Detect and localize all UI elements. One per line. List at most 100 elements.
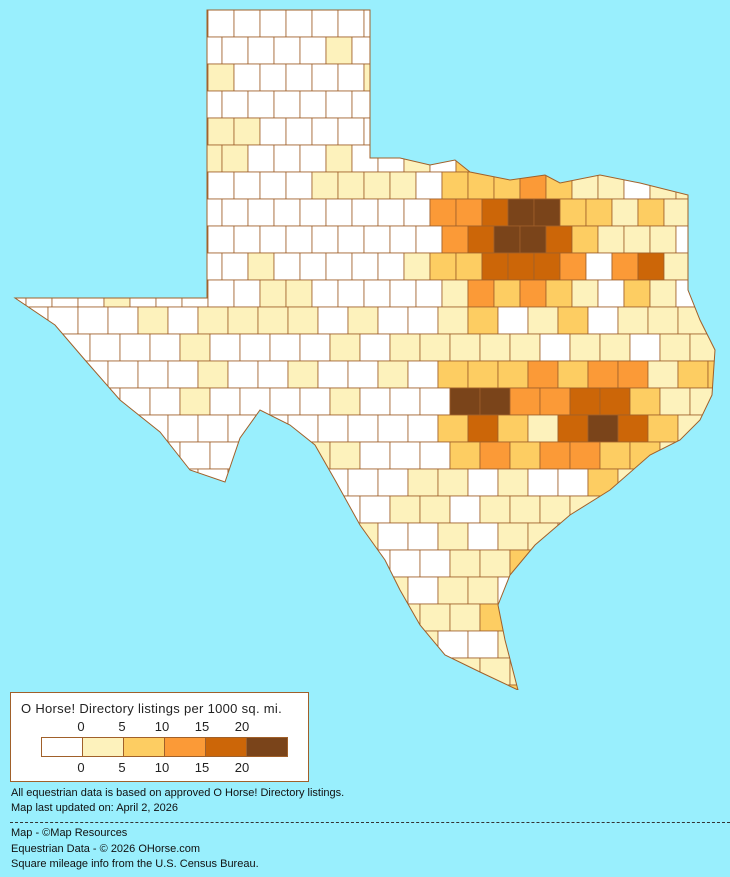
county: [195, 198, 223, 227]
county: [509, 603, 541, 632]
county: [257, 630, 289, 659]
county: [51, 10, 79, 38]
county: [77, 360, 109, 389]
county: [363, 63, 391, 92]
county: [467, 225, 495, 254]
county: [329, 387, 361, 416]
tick: 5: [118, 719, 126, 734]
county: [197, 576, 229, 605]
county: [479, 333, 511, 362]
county: [599, 549, 631, 578]
county: [259, 117, 287, 146]
county: [233, 117, 261, 146]
map-credit: Map - ©Map Resources: [11, 827, 128, 839]
county: [137, 630, 169, 659]
county: [493, 225, 521, 254]
county: [545, 117, 573, 146]
county: [59, 495, 91, 524]
county: [415, 171, 443, 200]
county: [377, 468, 409, 497]
county: [569, 603, 601, 632]
county: [181, 63, 209, 92]
county: [677, 360, 709, 389]
county: [59, 603, 91, 632]
county: [269, 441, 301, 470]
county: [221, 90, 249, 119]
county: [149, 441, 181, 470]
county: [585, 198, 613, 227]
county: [117, 144, 145, 173]
county: [647, 522, 679, 551]
county: [527, 306, 559, 335]
county: [29, 387, 61, 416]
county: [599, 495, 631, 524]
county: [91, 90, 119, 119]
county: [39, 90, 67, 119]
county: [663, 36, 691, 65]
county: [663, 198, 691, 227]
county: [389, 549, 421, 578]
county: [167, 630, 199, 659]
county: [571, 117, 599, 146]
county: [15, 360, 19, 389]
county: [587, 576, 619, 605]
county: [299, 549, 331, 578]
county: [507, 252, 535, 281]
county: [29, 333, 61, 362]
county: [77, 522, 109, 551]
county: [0, 91, 14, 118]
county: [259, 279, 287, 308]
county: [647, 630, 679, 659]
county: [617, 360, 649, 389]
county: [91, 252, 119, 281]
county: [377, 630, 409, 659]
county: [597, 279, 625, 308]
county: [51, 63, 79, 92]
county: [15, 171, 27, 200]
county: [119, 495, 151, 524]
county: [207, 171, 235, 200]
county: [209, 549, 241, 578]
county: [415, 117, 443, 146]
county: [285, 10, 313, 38]
county: [347, 630, 379, 659]
county: [259, 225, 287, 254]
county: [77, 630, 109, 659]
county: [25, 10, 53, 38]
county: [403, 252, 431, 281]
county: [689, 90, 715, 119]
county: [15, 522, 19, 551]
county: [479, 387, 511, 416]
tick: 15: [194, 760, 210, 775]
county: [329, 603, 361, 632]
county: [689, 144, 715, 173]
county: [677, 468, 709, 497]
county: [167, 522, 199, 551]
county: [179, 333, 211, 362]
county: [559, 90, 587, 119]
county: [247, 90, 275, 119]
county: [227, 684, 259, 690]
county: [221, 252, 249, 281]
county: [77, 684, 109, 690]
county: [103, 279, 131, 308]
county: [363, 10, 391, 38]
county: [29, 441, 61, 470]
county: [137, 522, 169, 551]
county: [259, 171, 287, 200]
county: [17, 522, 49, 551]
county: [197, 414, 229, 443]
county: [257, 576, 289, 605]
county: [389, 117, 417, 146]
county: [117, 198, 145, 227]
county: [299, 252, 327, 281]
county: [415, 279, 443, 308]
county: [659, 495, 691, 524]
county: [557, 360, 589, 389]
county: [47, 414, 79, 443]
county: [181, 10, 209, 38]
county: [389, 495, 421, 524]
county: [707, 684, 715, 690]
county: [720, 442, 730, 469]
county: [103, 63, 131, 92]
